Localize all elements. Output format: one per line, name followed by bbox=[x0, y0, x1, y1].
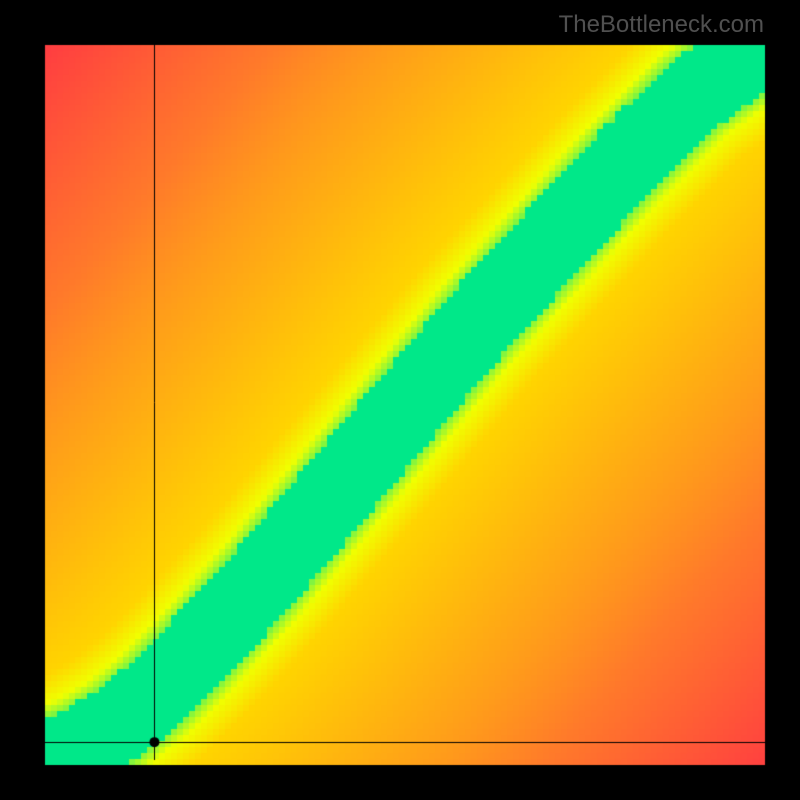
bottleneck-heatmap bbox=[0, 0, 800, 800]
watermark-text: TheBottleneck.com bbox=[559, 11, 764, 39]
